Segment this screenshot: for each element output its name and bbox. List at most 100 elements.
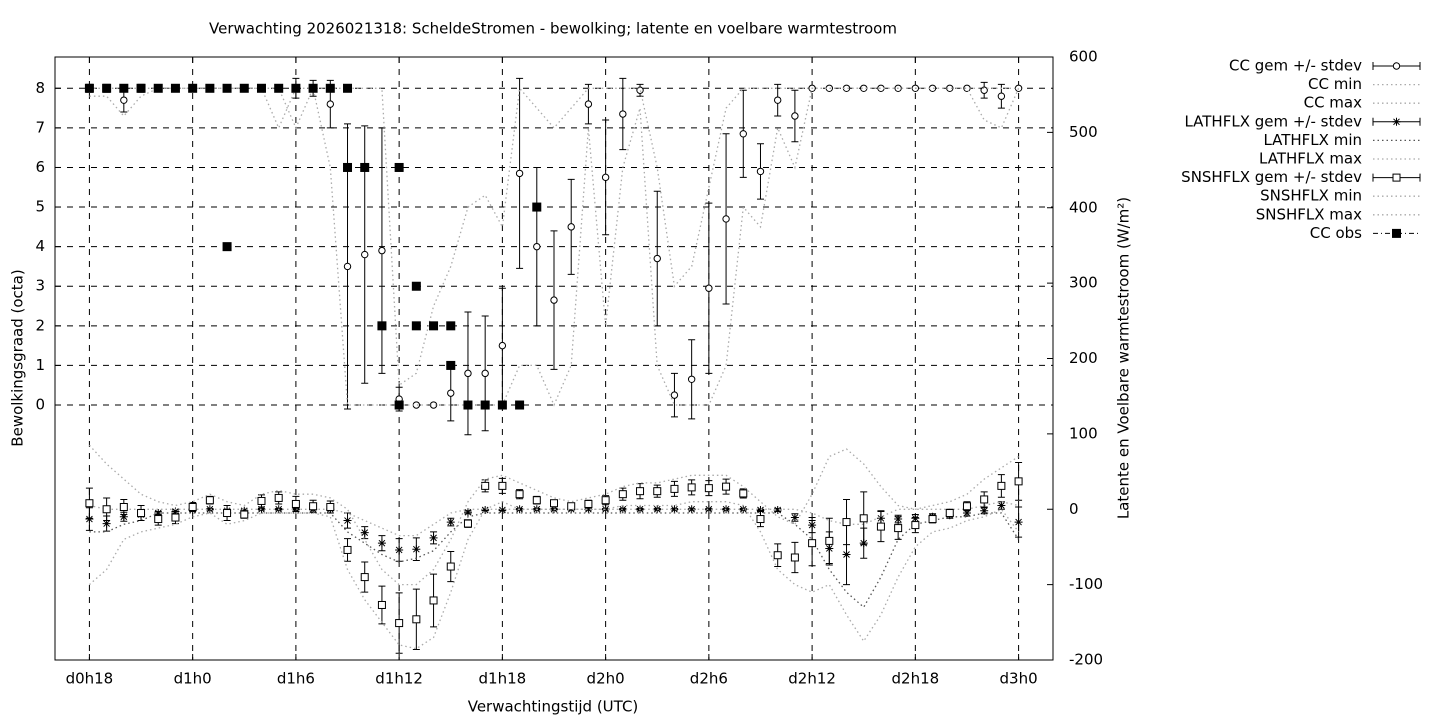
point-marker — [119, 512, 128, 521]
point-marker — [980, 495, 989, 504]
y2-tick-label: -200 — [1069, 651, 1103, 669]
point-marker — [154, 515, 163, 524]
point-marker — [326, 502, 335, 511]
point-marker — [188, 83, 198, 93]
legend-label: CC gem +/- stdev — [1229, 57, 1362, 75]
point-marker — [378, 246, 386, 255]
point-marker — [377, 321, 387, 331]
point-marker — [498, 506, 507, 515]
point-marker — [463, 400, 473, 410]
point-marker — [188, 502, 197, 511]
point-marker — [308, 83, 318, 93]
point-marker — [120, 96, 128, 104]
point-marker — [928, 515, 937, 524]
point-marker — [84, 83, 94, 93]
point-marker — [962, 502, 971, 511]
point-marker — [119, 83, 129, 93]
y2-tick-label: 600 — [1069, 48, 1098, 66]
point-marker — [170, 83, 180, 93]
point-marker — [980, 506, 989, 515]
point-marker — [343, 262, 352, 271]
point-marker — [429, 321, 439, 331]
point-marker — [618, 505, 627, 514]
point-marker — [498, 481, 507, 490]
point-marker — [411, 321, 421, 331]
point-marker — [222, 242, 232, 252]
legend-label: CC obs — [1310, 224, 1362, 242]
point-marker — [102, 83, 112, 93]
x-tick-label: d2h6 — [690, 670, 728, 688]
point-marker — [911, 521, 920, 530]
point-marker — [446, 360, 456, 370]
x-tick-label: d2h12 — [788, 670, 836, 688]
point-marker — [601, 496, 610, 505]
point-marker — [1392, 117, 1401, 126]
point-marker — [429, 401, 438, 409]
y-tick-label: 3 — [35, 277, 45, 295]
point-marker — [687, 505, 696, 514]
point-marker — [894, 524, 903, 533]
point-marker — [618, 490, 627, 499]
point-marker — [773, 551, 782, 560]
point-marker — [687, 375, 696, 383]
point-marker — [360, 528, 369, 537]
y-tick-label: 0 — [35, 396, 45, 414]
point-marker — [360, 573, 369, 582]
x-tick-label: d1h0 — [174, 670, 212, 688]
point-marker — [481, 506, 490, 515]
point-marker — [997, 481, 1006, 490]
y-axis-label: Bewolkingsgraad (octa) — [9, 269, 27, 446]
legend-label: CC max — [1304, 94, 1363, 112]
point-marker — [394, 400, 404, 410]
point-marker — [515, 169, 524, 178]
y2-axis-label: Latente en Voelbare warmtestroom (W/m²) — [1115, 197, 1133, 519]
legend-label: LATHFLX min — [1263, 131, 1362, 149]
point-marker — [223, 509, 232, 518]
point-marker — [446, 562, 455, 571]
point-marker — [412, 545, 421, 554]
point-marker — [722, 482, 731, 491]
point-marker — [274, 493, 283, 502]
point-marker — [412, 401, 421, 409]
point-marker — [756, 167, 765, 176]
y-tick-label: 8 — [35, 79, 45, 97]
point-marker — [550, 296, 558, 304]
y-tick-label: 6 — [35, 158, 45, 176]
y-tick-label: 2 — [35, 316, 45, 334]
min-max-line — [89, 501, 1019, 537]
point-marker — [533, 242, 541, 251]
point-marker — [411, 281, 421, 291]
point-marker — [395, 619, 404, 628]
point-marker — [240, 510, 249, 519]
y2-tick-label: 300 — [1069, 274, 1098, 292]
point-marker — [429, 596, 438, 605]
point-marker — [1014, 518, 1023, 527]
point-marker — [136, 83, 146, 93]
point-marker — [790, 553, 799, 562]
point-marker — [447, 389, 455, 397]
point-marker — [343, 545, 352, 554]
point-marker — [343, 162, 353, 172]
point-marker — [481, 369, 489, 378]
point-marker — [222, 83, 232, 93]
y-tick-label: 5 — [35, 198, 45, 216]
point-marker — [394, 162, 404, 172]
point-marker — [532, 202, 542, 212]
point-marker — [326, 100, 335, 108]
y-tick-label: 7 — [35, 118, 45, 136]
point-marker — [343, 83, 353, 93]
point-marker — [102, 519, 111, 528]
point-marker — [463, 508, 472, 517]
point-marker — [1392, 62, 1401, 70]
point-marker — [291, 499, 300, 508]
point-marker — [601, 505, 610, 514]
point-marker — [361, 250, 369, 259]
point-marker — [412, 615, 421, 624]
point-marker — [687, 483, 696, 492]
y2-tick-label: -100 — [1069, 575, 1103, 593]
x-tick-label: d1h12 — [375, 670, 423, 688]
point-marker — [429, 533, 438, 542]
point-marker — [842, 518, 851, 527]
legend-label: LATHFLX gem +/- stdev — [1184, 112, 1362, 130]
